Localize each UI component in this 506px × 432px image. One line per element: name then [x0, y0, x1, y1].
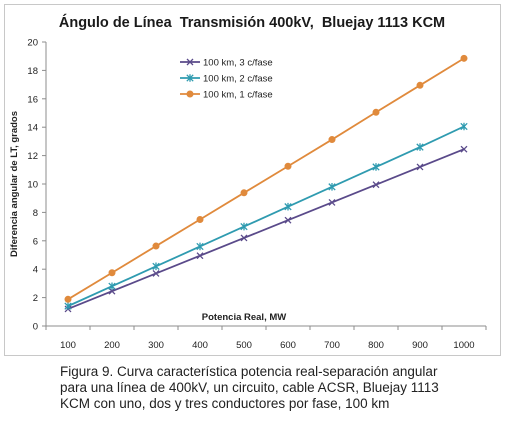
data-point: [416, 81, 424, 89]
series-group: [64, 54, 468, 313]
y-tick-label: 8: [33, 208, 38, 219]
legend-marker: [186, 58, 194, 66]
x-tick-label: 200: [104, 340, 120, 351]
caption-line-2: para una línea de 400kV, un circuito, ca…: [60, 380, 439, 395]
data-point: [108, 287, 116, 295]
y-tick-label: 18: [27, 66, 38, 77]
data-point: [152, 270, 160, 277]
legend-label: 100 km, 3 c/fase: [203, 58, 273, 69]
data-point: [372, 181, 380, 189]
legend-item: 100 km, 1 c/fase: [180, 90, 273, 101]
data-point: [284, 202, 292, 211]
legend-item: 100 km, 2 c/fase: [180, 74, 273, 85]
caption-line-3: KCM con uno, dos y tres conductores por …: [60, 396, 390, 411]
x-tick-label: 1000: [453, 340, 474, 351]
data-point: [196, 252, 204, 260]
chart-title: Ángulo de Línea Transmisión 400kV, Bluej…: [59, 14, 445, 31]
y-tick-label: 16: [27, 94, 38, 105]
data-point: [328, 136, 336, 144]
data-point: [416, 143, 424, 151]
data-point: [240, 189, 248, 197]
x-axis-label: Potencia Real, MW: [202, 312, 286, 323]
data-point: [240, 234, 248, 242]
series-3: [64, 54, 468, 303]
legend-item: 100 km, 3 c/fase: [180, 58, 273, 69]
data-point: [152, 262, 160, 271]
series-1: [64, 145, 468, 313]
series-2: [64, 122, 468, 310]
y-tick-label: 14: [27, 123, 38, 134]
data-point: [416, 163, 424, 171]
y-tick-label: 10: [27, 180, 38, 191]
y-tick-label: 12: [27, 151, 38, 162]
series-line: [67, 57, 465, 301]
y-tick-label: 2: [33, 293, 38, 304]
x-tick-label: 900: [412, 340, 428, 351]
x-tick-label: 600: [280, 340, 296, 351]
y-axis-label: Diferencia angular de LT, grados: [9, 111, 20, 257]
x-tick-label: 700: [324, 340, 340, 351]
legend-marker: [186, 90, 194, 98]
legend-marker: [186, 74, 194, 82]
line-chart: Ángulo de Línea Transmisión 400kV, Bluej…: [9, 14, 487, 351]
data-point: [64, 302, 72, 310]
series-line: [67, 125, 465, 307]
legend-label: 100 km, 2 c/fase: [203, 74, 273, 85]
data-point: [196, 216, 204, 223]
y-axis: 0 2 4 6 8 10 12 14 16 18 20: [27, 38, 47, 333]
series-line: [67, 148, 465, 310]
x-axis: 100 200 300 400 500 600 700 800 900 1000: [45, 325, 487, 351]
y-tick-label: 4: [33, 265, 38, 276]
y-tick-label: 6: [33, 236, 38, 247]
data-point: [240, 222, 248, 231]
legend: 100 km, 3 c/fase 100 km, 2 c/fase 100 km, …: [180, 58, 273, 101]
y-tick-label: 20: [27, 38, 38, 49]
data-point: [460, 145, 468, 153]
data-point: [64, 295, 72, 303]
data-point: [108, 269, 116, 277]
data-point: [284, 162, 292, 170]
data-point: [460, 122, 468, 131]
data-point: [372, 163, 380, 171]
data-point: [328, 199, 336, 206]
data-point: [460, 54, 468, 62]
data-point: [152, 242, 160, 250]
figure-caption: Figura 9. Curva característica potencia …: [60, 364, 500, 412]
y-tick-label: 0: [33, 322, 38, 333]
x-tick-label: 400: [192, 340, 208, 351]
data-point: [372, 108, 380, 116]
x-tick-label: 500: [236, 340, 252, 351]
data-point: [196, 242, 204, 251]
x-tick-label: 100: [60, 340, 76, 351]
legend-label: 100 km, 1 c/fase: [203, 90, 273, 101]
data-point: [284, 216, 292, 224]
x-tick-label: 800: [368, 340, 384, 351]
caption-line-1: Figura 9. Curva característica potencia …: [60, 364, 438, 379]
data-point: [108, 282, 116, 291]
x-tick-label: 300: [148, 340, 164, 351]
data-point: [328, 183, 336, 191]
